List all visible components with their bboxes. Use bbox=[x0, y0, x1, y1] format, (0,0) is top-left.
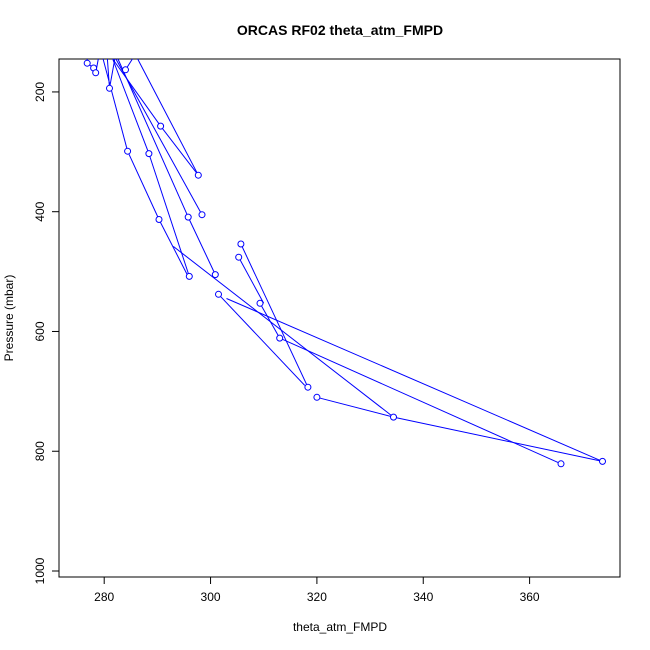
series-segment bbox=[102, 58, 129, 152]
chart-title: ORCAS RF02 theta_atm_FMPD bbox=[237, 22, 443, 38]
series-segment bbox=[112, 58, 150, 154]
data-point bbox=[256, 299, 264, 307]
data-point bbox=[124, 147, 132, 155]
y-axis: 200 400 600 800 1000 bbox=[33, 82, 60, 584]
y-axis-label: Pressure (mbar) bbox=[2, 275, 16, 362]
data-point bbox=[122, 66, 129, 74]
x-tick-label: 360 bbox=[520, 590, 540, 604]
series-segment bbox=[148, 153, 190, 277]
plot-frame bbox=[58, 58, 621, 578]
data-point bbox=[237, 240, 245, 248]
series-segment bbox=[115, 58, 203, 215]
data-point bbox=[313, 393, 321, 401]
data-point bbox=[211, 271, 219, 279]
y-tick-label: 200 bbox=[33, 82, 47, 102]
data-point bbox=[184, 213, 192, 221]
data-point bbox=[157, 122, 165, 130]
x-tick-label: 300 bbox=[201, 590, 221, 604]
series-segment bbox=[112, 58, 162, 127]
data-point bbox=[276, 334, 284, 342]
series-segment bbox=[238, 256, 265, 304]
data-layer bbox=[83, 58, 606, 468]
series-segment bbox=[127, 150, 160, 220]
series-segment bbox=[106, 58, 110, 89]
x-tick-label: 280 bbox=[94, 590, 114, 604]
series-segment bbox=[158, 219, 188, 275]
series-segment bbox=[226, 298, 603, 462]
data-point bbox=[198, 211, 206, 219]
data-point bbox=[92, 69, 100, 77]
data-point bbox=[185, 272, 193, 280]
data-point bbox=[235, 253, 243, 261]
data-point bbox=[390, 413, 397, 421]
series-segment bbox=[172, 246, 394, 418]
series-segment bbox=[160, 125, 199, 176]
series-segment bbox=[218, 293, 306, 386]
x-axis-label: theta_atm_FMPD bbox=[293, 620, 387, 634]
series-segment bbox=[279, 337, 562, 465]
data-point bbox=[106, 84, 113, 92]
x-tick-label: 320 bbox=[307, 590, 327, 604]
series-segment bbox=[240, 243, 309, 388]
y-tick-label: 400 bbox=[33, 201, 47, 221]
series-segment bbox=[316, 396, 394, 418]
data-point bbox=[599, 457, 606, 465]
y-tick-label: 600 bbox=[33, 321, 47, 341]
x-axis: 280 300 320 340 360 bbox=[94, 576, 540, 604]
series-segment bbox=[393, 416, 603, 462]
data-point bbox=[194, 171, 202, 179]
data-point bbox=[215, 290, 222, 298]
series-segment bbox=[109, 58, 116, 89]
data-point bbox=[145, 150, 153, 158]
data-point bbox=[155, 216, 163, 223]
series-segment bbox=[117, 58, 189, 218]
x-tick-label: 340 bbox=[413, 590, 433, 604]
y-tick-label: 1000 bbox=[33, 557, 47, 584]
series-segment bbox=[187, 216, 216, 275]
y-tick-label: 800 bbox=[33, 441, 47, 461]
data-point bbox=[83, 59, 91, 67]
data-point bbox=[557, 460, 565, 468]
series-segment bbox=[137, 58, 199, 176]
data-point bbox=[304, 383, 312, 391]
